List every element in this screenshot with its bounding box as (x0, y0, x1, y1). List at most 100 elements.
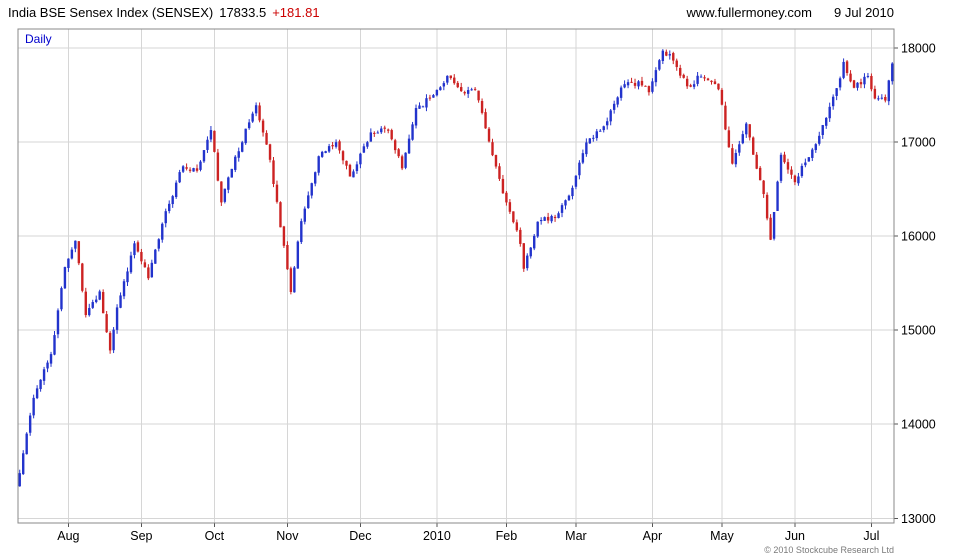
candle-body (873, 88, 877, 99)
candle-body (842, 61, 845, 78)
candle-body (612, 103, 616, 110)
candle-body (101, 292, 105, 314)
candle-body (529, 247, 532, 257)
candle-body (108, 332, 112, 351)
candle-body (338, 141, 341, 151)
candle-body (720, 89, 724, 105)
candle-body (460, 87, 463, 92)
candle-body (821, 125, 824, 136)
y-axis-label: 16000 (901, 230, 936, 244)
candle-body (571, 187, 574, 197)
candle-body (553, 216, 557, 219)
candle-body (42, 369, 46, 381)
candle-body (35, 388, 39, 399)
candle-body (74, 240, 77, 249)
candle-body (533, 235, 536, 249)
candle-body (651, 81, 654, 92)
x-axis-label: Sep (130, 529, 152, 543)
candle-body (519, 229, 522, 244)
candle-body (376, 132, 379, 134)
candle-body (234, 156, 237, 170)
candle-body (578, 162, 581, 176)
candle-body (661, 50, 665, 61)
candle-body (32, 397, 35, 416)
candle-body (877, 98, 880, 100)
candle-body (453, 77, 456, 84)
candle-body (491, 142, 494, 156)
candle-body (884, 96, 887, 101)
x-axis-label: Mar (565, 529, 587, 543)
candle-body (67, 258, 70, 268)
candle-body (366, 142, 369, 147)
candle-body (216, 152, 220, 181)
candle-body (522, 243, 525, 269)
candle-body (856, 82, 859, 88)
candle-body (828, 106, 831, 119)
candle-body (202, 150, 206, 162)
y-axis-label: 13000 (901, 512, 936, 526)
candle-body (77, 241, 81, 264)
candle-body (741, 134, 744, 144)
candle-body (658, 60, 661, 70)
candle-body (706, 78, 710, 81)
candle-body (60, 288, 63, 310)
candle-body (22, 453, 25, 475)
candle-body (251, 113, 254, 122)
candle-body (331, 145, 334, 147)
candle-body (220, 181, 223, 203)
candle-body (665, 51, 668, 56)
x-axis-label: Jul (863, 529, 879, 543)
candle-body (147, 267, 150, 279)
candle-body (797, 176, 800, 184)
candle-body (679, 67, 682, 76)
candle-body (477, 90, 480, 101)
candle-body (133, 243, 136, 256)
candle-body (279, 202, 282, 228)
candle-body (672, 53, 675, 61)
candle-body (592, 137, 595, 139)
candle-body (265, 132, 268, 145)
candle-body (320, 151, 324, 157)
candle-body (188, 169, 192, 171)
candle-body (626, 82, 630, 86)
candle-body (119, 295, 122, 308)
candle-body (473, 88, 477, 90)
candle-body (692, 84, 696, 87)
candle-body (731, 148, 734, 164)
header: India BSE Sensex Index (SENSEX) 17833.5 +1… (8, 5, 320, 20)
candle-body (758, 167, 762, 181)
candle-body (282, 226, 286, 246)
candle-body (887, 80, 890, 102)
candle-body (275, 184, 279, 202)
candle-body (244, 128, 247, 144)
candle-body (98, 291, 101, 300)
candle-body (174, 182, 178, 198)
plot-frame (17, 28, 895, 524)
x-axis-label: Oct (205, 529, 225, 543)
candle-body (859, 82, 863, 85)
candle-body (390, 130, 393, 140)
y-axis-label: 15000 (901, 324, 936, 338)
candle-body (293, 267, 296, 293)
y-axis-label: 18000 (901, 41, 936, 55)
candle-body (241, 142, 244, 152)
candle-body (738, 144, 741, 153)
candle-body (18, 473, 21, 487)
candle-body (387, 129, 390, 131)
candle-body (439, 87, 442, 91)
header-value: 17833.5 (219, 5, 267, 20)
candle-body (752, 137, 755, 155)
candle-body (49, 354, 53, 364)
candle-body (818, 135, 821, 144)
candle-body (272, 160, 275, 185)
header-change: +181.81 (272, 5, 320, 20)
candle-body (112, 329, 115, 351)
candle-body (213, 130, 216, 152)
grid-group (18, 29, 894, 523)
candle-body (192, 168, 195, 172)
candle-body (668, 54, 671, 56)
header-website: www.fullermoney.com (686, 5, 812, 20)
candle-body (804, 162, 807, 166)
candle-body (428, 97, 432, 99)
